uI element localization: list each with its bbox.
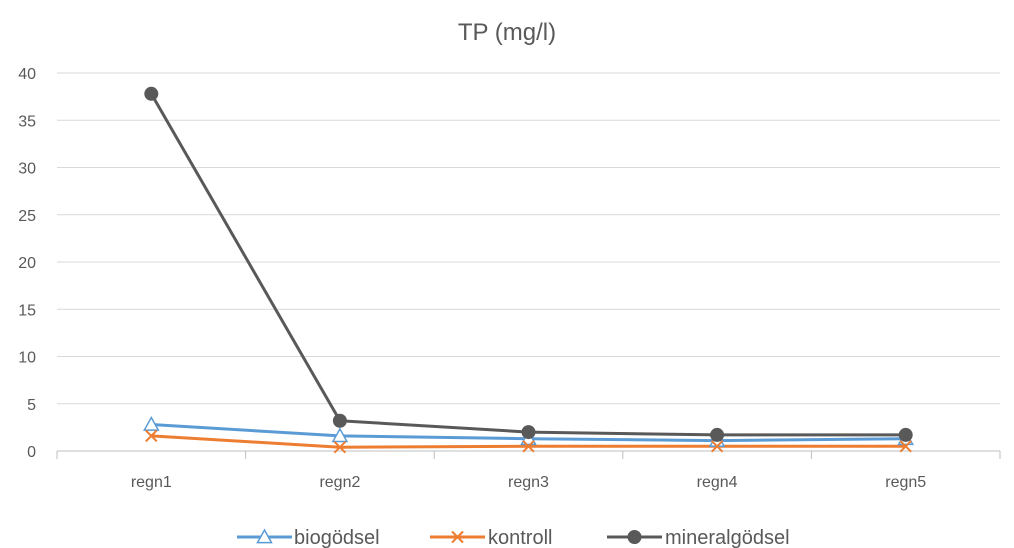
data-point-mineralgödsel <box>521 425 536 440</box>
series-lines <box>143 86 914 454</box>
data-point-mineralgödsel <box>144 86 159 101</box>
legend-marker <box>451 530 464 544</box>
data-point-biogödsel <box>143 415 160 431</box>
legend-item: biogödsel <box>237 527 380 548</box>
data-point-kontroll <box>522 440 535 453</box>
chart-title: TP (mg/l) <box>458 19 556 46</box>
legend: biogödsel kontroll mineralgödsel <box>237 527 790 548</box>
y-tick-label: 20 <box>18 255 36 272</box>
x-tick-label: regn3 <box>508 474 549 491</box>
legend-item: mineralgödsel <box>607 527 790 548</box>
x-tick-label: regn4 <box>697 474 738 491</box>
data-point-biogödsel <box>331 427 349 443</box>
legend-item: kontroll <box>430 527 552 548</box>
y-tick-label: 0 <box>27 444 36 461</box>
legend-marker <box>627 530 642 544</box>
legend-marker <box>256 528 273 544</box>
data-point-mineralgödsel <box>898 427 913 442</box>
y-tick-label: 25 <box>18 208 36 225</box>
y-tick-label: 5 <box>27 397 36 414</box>
x-tick-label: regn5 <box>885 474 926 491</box>
x-tick-label: regn2 <box>319 474 360 491</box>
gridlines <box>57 72 1000 405</box>
x-tick-label: regn1 <box>131 474 172 491</box>
legend-label: kontroll <box>488 527 552 548</box>
legend-label: mineralgödsel <box>665 527 790 548</box>
y-axis-ticks: 0 5 10 15 20 25 30 35 40 <box>18 66 36 461</box>
data-point-kontroll <box>333 441 347 454</box>
data-point-kontroll <box>899 440 912 453</box>
y-tick-label: 10 <box>18 350 36 367</box>
data-point-mineralgödsel <box>710 427 725 442</box>
data-point-mineralgödsel <box>332 413 347 428</box>
y-tick-label: 15 <box>18 302 36 319</box>
y-tick-label: 30 <box>18 161 36 178</box>
data-point-kontroll <box>145 429 158 443</box>
series-line-mineralgödsel <box>150 93 906 437</box>
x-axis: regn1 regn2 regn3 regn4 regn5 <box>56 450 1001 491</box>
y-tick-label: 40 <box>18 66 36 83</box>
data-point-kontroll <box>710 440 724 453</box>
y-tick-label: 35 <box>18 113 36 130</box>
legend-label: biogödsel <box>294 527 380 548</box>
